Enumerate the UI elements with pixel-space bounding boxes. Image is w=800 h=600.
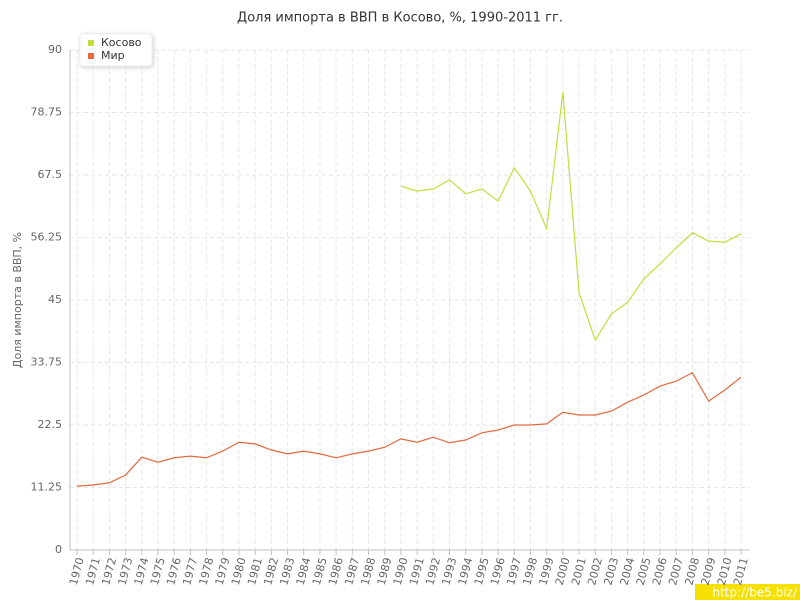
legend-label: Косово (101, 36, 142, 49)
watermark-bg (695, 584, 800, 600)
chart-title: Доля импорта в ВВП в Косово, %, 1990-201… (237, 11, 563, 26)
y-tick-label: 0 (55, 543, 62, 556)
y-tick-label: 56.25 (31, 231, 63, 244)
legend-swatch (88, 40, 94, 46)
y-tick-label: 22.5 (38, 418, 63, 431)
series-line (400, 92, 742, 342)
y-tick-label: 90 (48, 43, 62, 56)
legend-box (79, 33, 153, 67)
legend-label: Мир (101, 49, 125, 62)
y-tick-label: 33.75 (31, 356, 63, 369)
y-tick-label: 78.75 (31, 106, 63, 119)
y-axis-label: Доля импорта в ВВП, % (11, 232, 24, 368)
legend-swatch (88, 53, 94, 59)
series-line (76, 371, 742, 487)
y-tick-label: 67.5 (38, 168, 63, 181)
watermark: http://be5.biz/ (712, 586, 797, 600)
y-tick-label: 11.25 (31, 481, 63, 494)
y-tick-label: 45 (48, 293, 62, 306)
